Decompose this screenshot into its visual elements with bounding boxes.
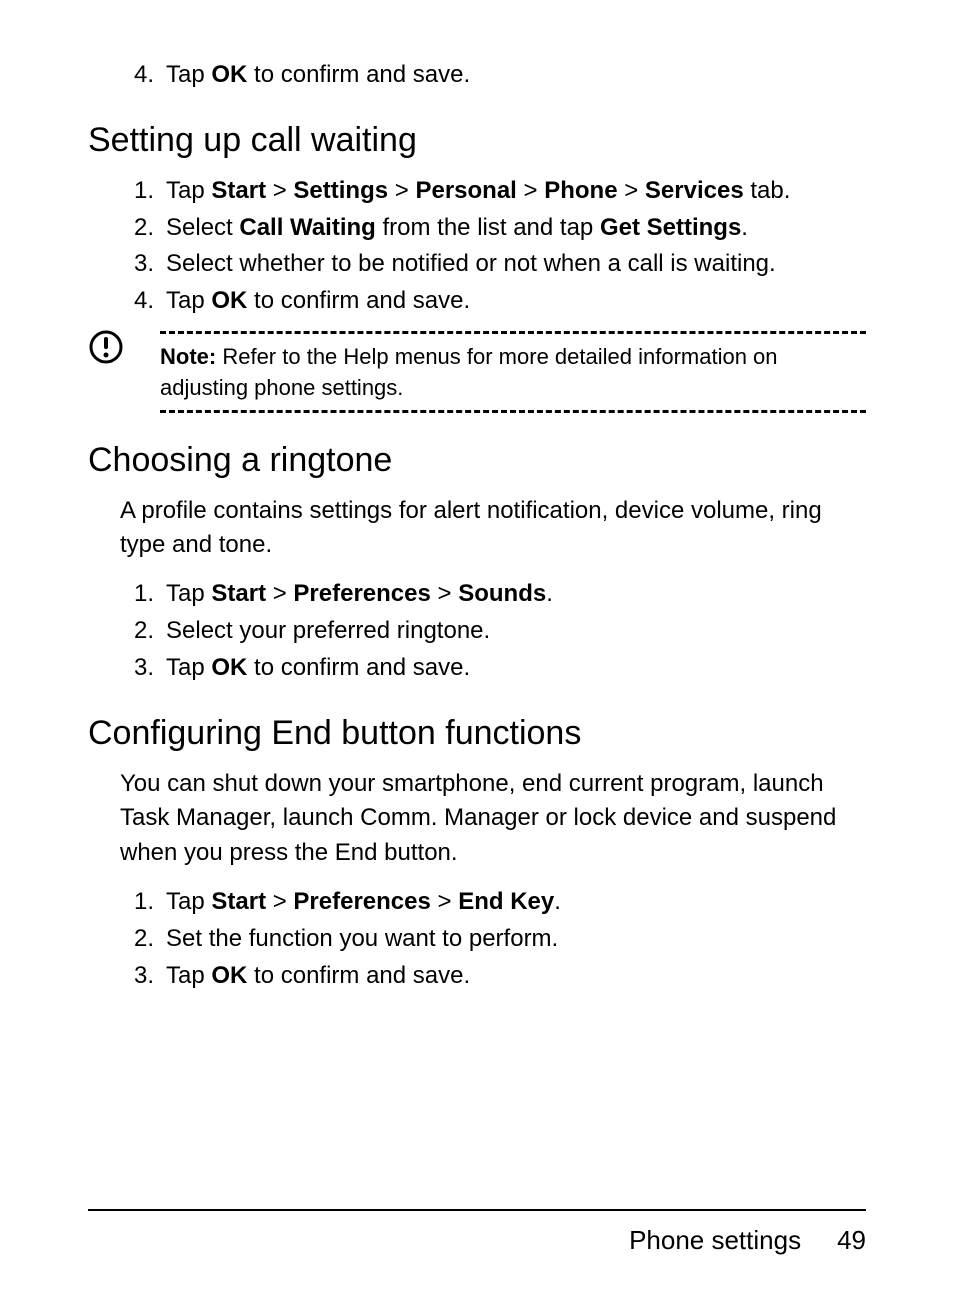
- list-number: 3.: [120, 959, 166, 994]
- list-text: Set the function you want to perform.: [166, 922, 866, 957]
- list-text: Select whether to be notified or not whe…: [166, 247, 866, 282]
- document-page: 4. Tap OK to confirm and save. Setting u…: [0, 0, 954, 1316]
- page-number: 49: [837, 1225, 866, 1256]
- list-number: 2.: [120, 922, 166, 957]
- list-text: Select your preferred ringtone.: [166, 614, 866, 649]
- list-item: 3.Tap OK to confirm and save.: [120, 959, 866, 994]
- list-number: 2.: [120, 211, 166, 246]
- list-item: 4.Tap OK to confirm and save.: [120, 284, 866, 319]
- note-divider-bottom: [160, 410, 866, 413]
- list-number: 1.: [120, 885, 166, 920]
- note-callout: Note: Refer to the Help menus for more d…: [88, 331, 866, 413]
- note-text: Note: Refer to the Help menus for more d…: [160, 334, 866, 410]
- list-text: Tap OK to confirm and save.: [166, 651, 866, 686]
- list-number: 3.: [120, 247, 166, 282]
- list-number: 4.: [120, 284, 166, 319]
- list-number: 1.: [120, 174, 166, 209]
- list-number: 2.: [120, 614, 166, 649]
- intro-list: 4. Tap OK to confirm and save.: [120, 58, 866, 93]
- list-item: 2.Select Call Waiting from the list and …: [120, 211, 866, 246]
- list-item: 1.Tap Start > Preferences > Sounds.: [120, 577, 866, 612]
- ringtone-paragraph: A profile contains settings for alert no…: [120, 494, 866, 564]
- page-footer: Phone settings 49: [88, 1209, 866, 1256]
- list-text: Tap Start > Settings > Personal > Phone …: [166, 174, 866, 209]
- list-number: 3.: [120, 651, 166, 686]
- list-item: 2.Select your preferred ringtone.: [120, 614, 866, 649]
- list-item: 1.Tap Start > Settings > Personal > Phon…: [120, 174, 866, 209]
- ringtone-steps: 1.Tap Start > Preferences > Sounds.2.Sel…: [120, 577, 866, 685]
- list-text: Tap Start > Preferences > End Key.: [166, 885, 866, 920]
- list-number: 4.: [120, 58, 166, 93]
- heading-ringtone: Choosing a ringtone: [88, 441, 866, 480]
- end-button-paragraph: You can shut down your smartphone, end c…: [120, 767, 866, 871]
- list-item: 3.Select whether to be notified or not w…: [120, 247, 866, 282]
- heading-end-button: Configuring End button functions: [88, 714, 866, 753]
- heading-call-waiting: Setting up call waiting: [88, 121, 866, 160]
- list-item: 3.Tap OK to confirm and save.: [120, 651, 866, 686]
- footer-section-name: Phone settings: [629, 1225, 801, 1256]
- list-text: Tap OK to confirm and save.: [166, 284, 866, 319]
- list-item: 1.Tap Start > Preferences > End Key.: [120, 885, 866, 920]
- list-item: 2.Set the function you want to perform.: [120, 922, 866, 957]
- list-number: 1.: [120, 577, 166, 612]
- end-button-steps: 1.Tap Start > Preferences > End Key.2.Se…: [120, 885, 866, 993]
- list-text: Tap OK to confirm and save.: [166, 58, 866, 93]
- list-text: Select Call Waiting from the list and ta…: [166, 211, 866, 246]
- list-text: Tap OK to confirm and save.: [166, 959, 866, 994]
- list-item: 4. Tap OK to confirm and save.: [120, 58, 866, 93]
- list-text: Tap Start > Preferences > Sounds.: [166, 577, 866, 612]
- warning-icon: [88, 329, 124, 370]
- call-waiting-steps: 1.Tap Start > Settings > Personal > Phon…: [120, 174, 866, 319]
